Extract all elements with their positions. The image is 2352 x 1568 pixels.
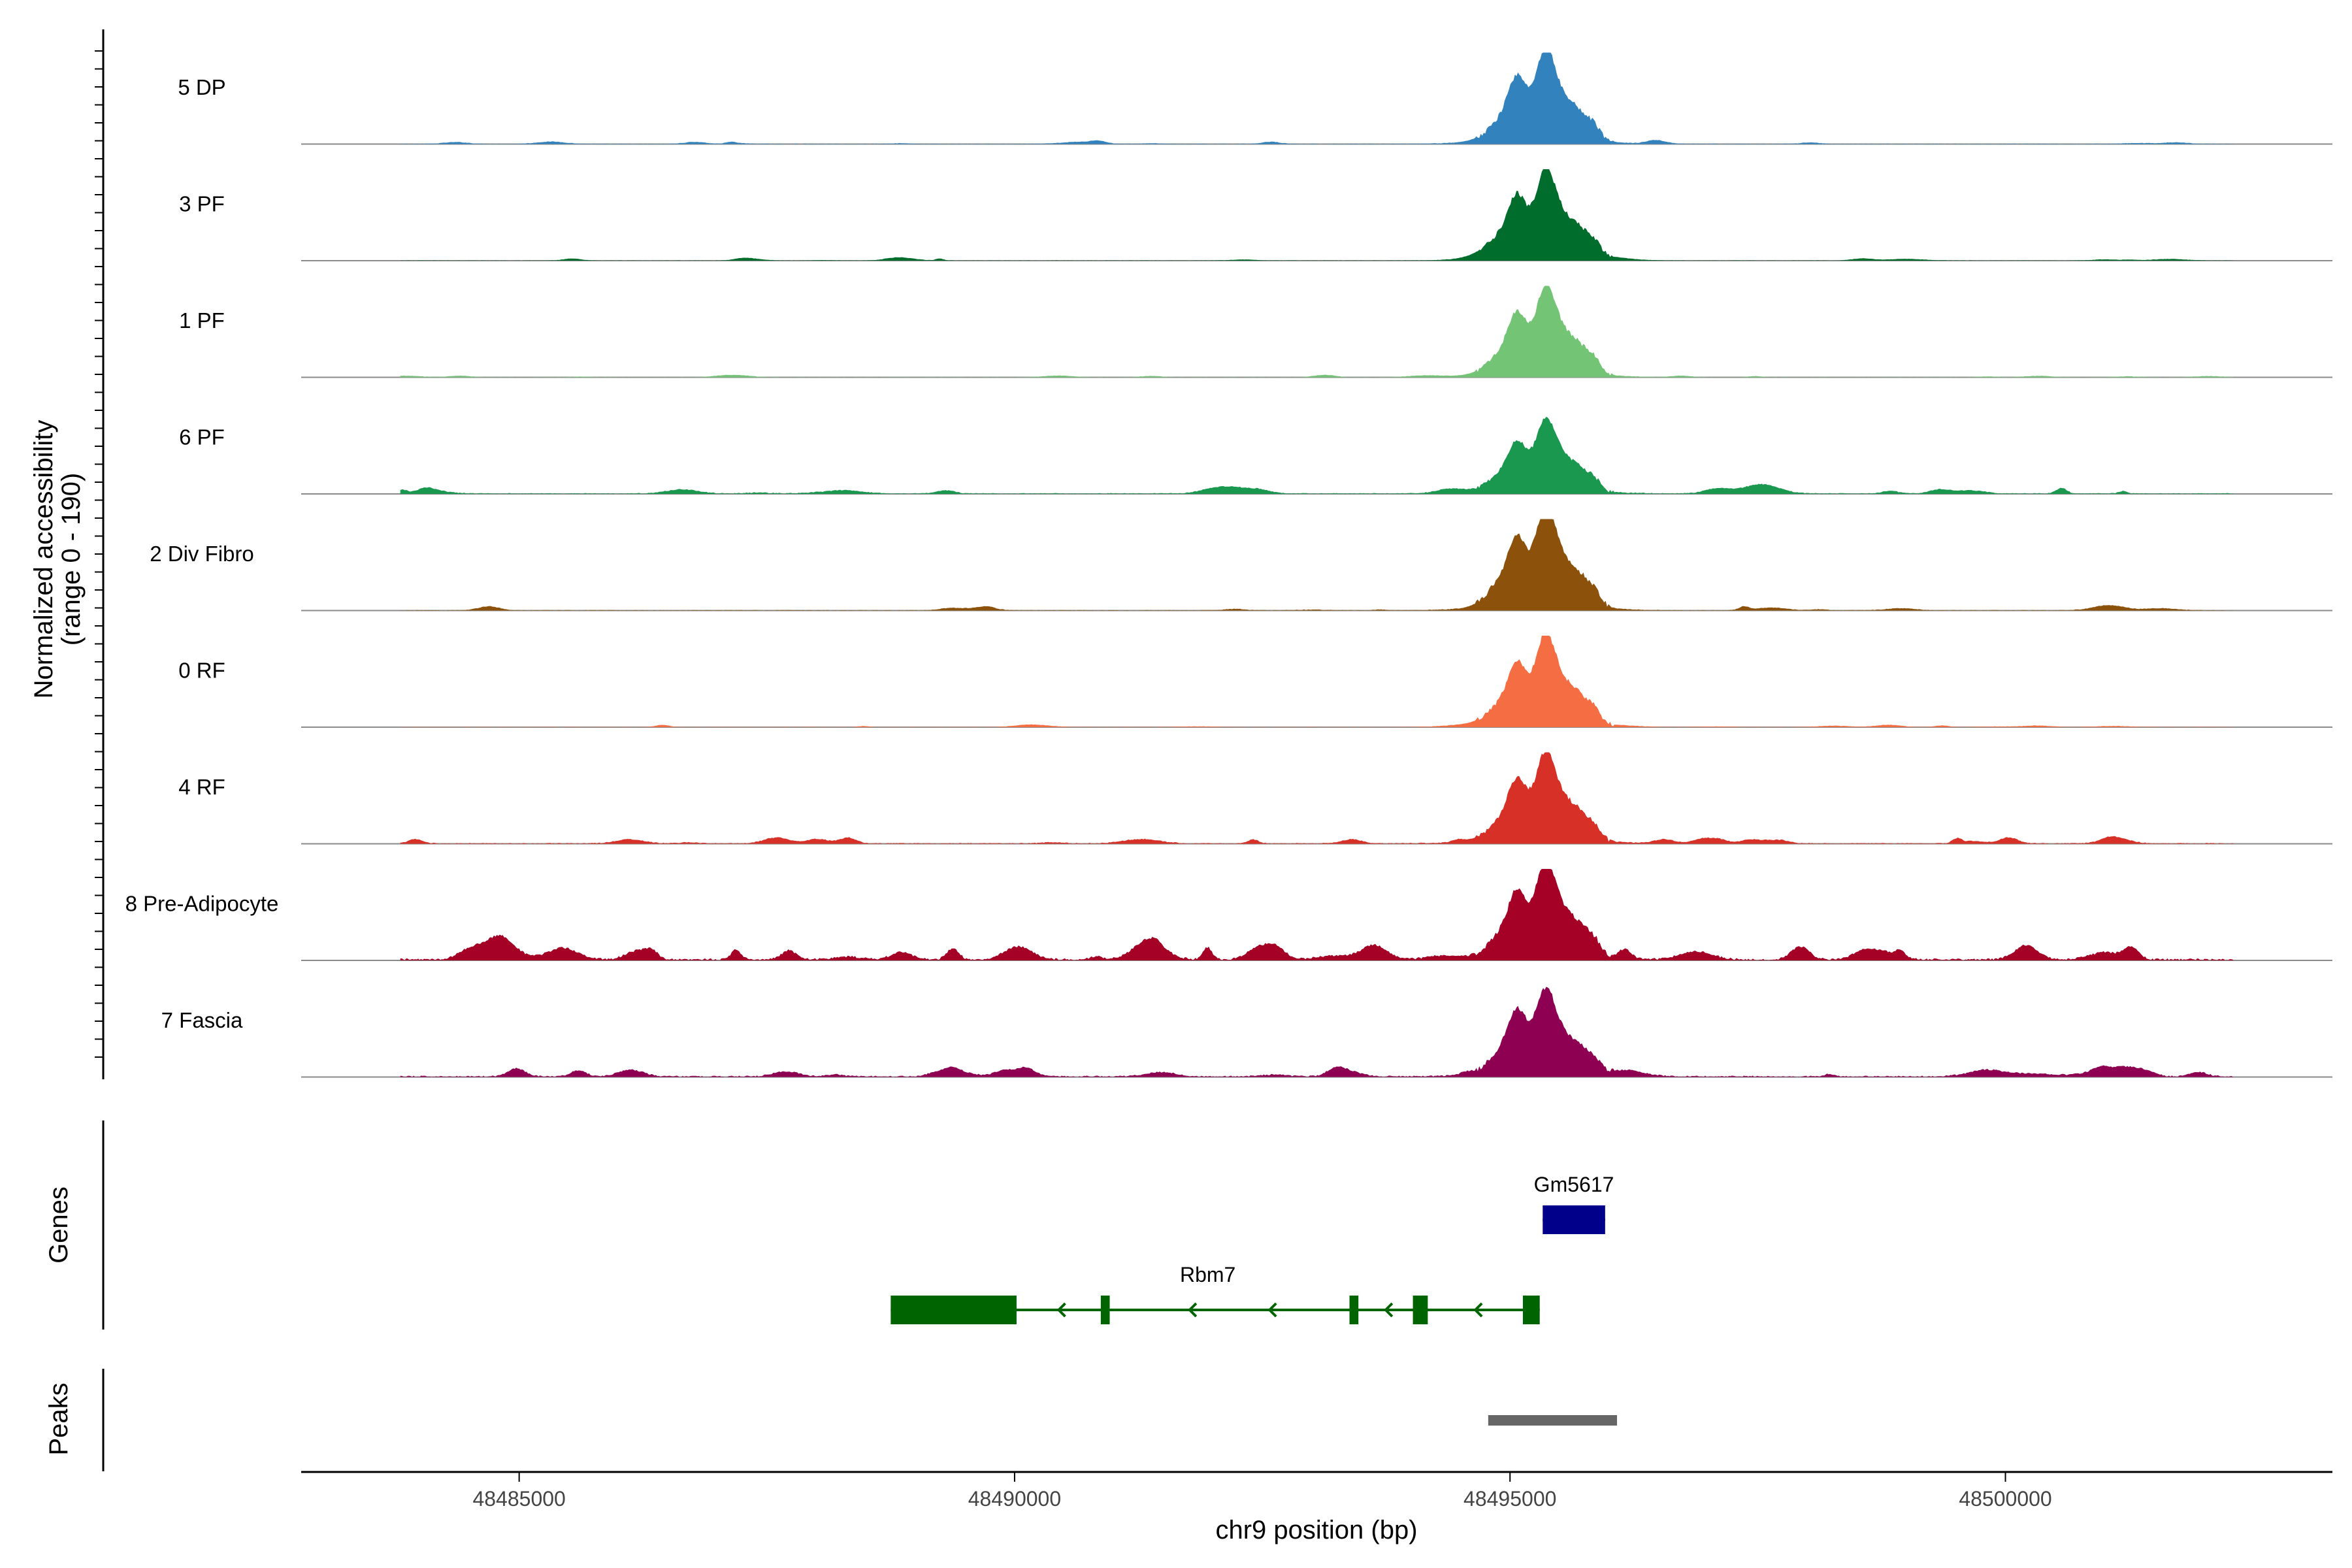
track-6-pf: 6 PF xyxy=(179,417,2332,495)
gene-exon xyxy=(1100,1296,1110,1324)
gene-exon xyxy=(1543,1205,1605,1234)
strand-arrow xyxy=(1473,1302,1483,1318)
x-tick-label: 48485000 xyxy=(472,1487,565,1511)
peak-annotations xyxy=(1488,1415,1618,1426)
strand-arrow xyxy=(1188,1302,1198,1318)
track-signal-area xyxy=(400,52,2234,144)
track-label: 6 PF xyxy=(179,425,225,449)
track-signal-area xyxy=(400,169,2234,261)
track-signal-area xyxy=(400,636,2234,727)
track-label: 2 Div Fibro xyxy=(150,542,254,566)
y-axis-ticks xyxy=(95,50,103,1058)
genes-axis-title: Genes xyxy=(44,1186,73,1264)
track-8-pre-adipocyte: 8 Pre-Adipocyte xyxy=(125,869,2332,961)
track-label: 4 RF xyxy=(178,775,225,799)
track-signal-area xyxy=(400,519,2234,611)
track-2-div-fibro: 2 Div Fibro xyxy=(150,519,2332,612)
track-signal-area xyxy=(400,752,2234,844)
track-5-dp: 5 DP xyxy=(178,52,2332,145)
track-label: 8 Pre-Adipocyte xyxy=(125,892,279,916)
gene-annotations: Gm5617 Rbm7 xyxy=(890,1173,1614,1324)
track-7-fascia: 7 Fascia xyxy=(161,987,2332,1078)
track-0-rf: 0 RF xyxy=(178,636,2332,728)
gene-exon xyxy=(1413,1296,1428,1324)
gene-label: Gm5617 xyxy=(1534,1173,1614,1196)
track-4-rf: 4 RF xyxy=(178,752,2332,845)
x-tick-label: 48490000 xyxy=(968,1487,1061,1511)
y-axis-title-line2: (range 0 - 190) xyxy=(57,473,86,646)
gene-exon xyxy=(1349,1296,1359,1324)
axes: 48485000 48490000 48495000 48500000 xyxy=(95,29,2332,1511)
x-tick-label: 48500000 xyxy=(1959,1487,2051,1511)
strand-arrow xyxy=(1384,1302,1394,1318)
track-3-pf: 3 PF xyxy=(179,169,2332,261)
gene-exon xyxy=(1522,1296,1540,1324)
track-label: 1 PF xyxy=(179,308,225,333)
track-signal-area xyxy=(400,987,2234,1077)
track-signal-area xyxy=(400,417,2234,494)
gene-label: Rbm7 xyxy=(1180,1263,1235,1286)
x-axis-title: chr9 position (bp) xyxy=(1215,1516,1417,1544)
track-label: 5 DP xyxy=(178,75,225,99)
gene-gm5617: Gm5617 xyxy=(1534,1173,1614,1234)
strand-arrow xyxy=(1267,1302,1277,1318)
gene-rbm7: Rbm7 xyxy=(890,1263,1540,1324)
peak-region xyxy=(1488,1415,1618,1426)
track-signal-area xyxy=(400,286,2234,378)
x-axis-ticks: 48485000 48490000 48495000 48500000 xyxy=(472,1472,2052,1511)
coverage-tracks: 5 DP 3 PF 1 PF 6 PF 2 Div Fibro 0 RF 4 RF 8 Pre… xyxy=(125,52,2332,1078)
track-signal-area xyxy=(400,869,2234,960)
y-axis-title-line1: Normalized accessibility xyxy=(29,420,58,699)
peaks-axis-title: Peaks xyxy=(44,1382,73,1455)
track-label: 3 PF xyxy=(179,192,225,216)
track-1-pf: 1 PF xyxy=(179,286,2332,378)
track-label: 7 Fascia xyxy=(161,1008,243,1032)
gene-exon xyxy=(890,1296,1017,1324)
track-label: 0 RF xyxy=(178,659,225,683)
strand-arrow xyxy=(1056,1302,1066,1318)
x-tick-label: 48495000 xyxy=(1463,1487,1556,1511)
